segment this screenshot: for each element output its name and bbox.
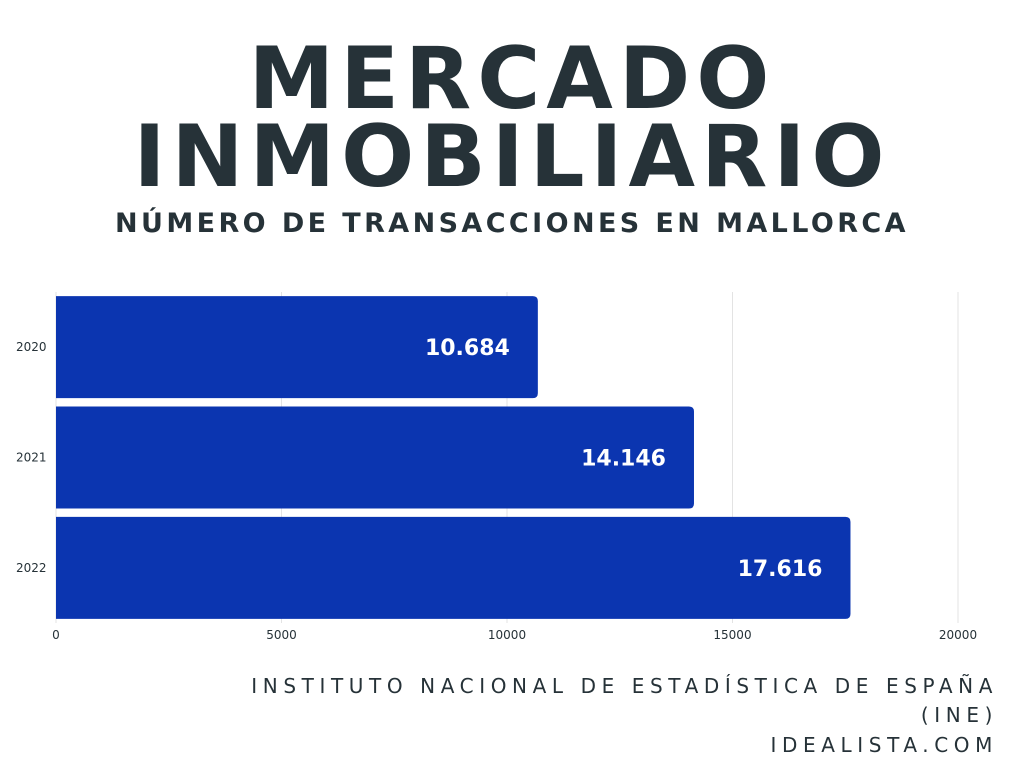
bar-value-label: 14.146 [581, 447, 666, 472]
y-tick-label: 2021 [16, 451, 47, 465]
y-tick-label: 2022 [16, 561, 47, 575]
title-line-2: INMOBILIARIO [133, 107, 891, 207]
x-tick-label: 20000 [939, 628, 977, 642]
x-tick-label: 5000 [266, 628, 297, 642]
title-line-1: MERCADO [248, 29, 776, 129]
x-tick-label: 0 [52, 628, 60, 642]
source-link[interactable]: IDEALISTA.COM [770, 733, 998, 757]
bar-value-label: 17.616 [738, 557, 823, 582]
bar [56, 406, 694, 509]
x-tick-label: 15000 [713, 628, 751, 642]
bar-value-label: 10.684 [425, 336, 510, 361]
x-tick-label: 10000 [488, 628, 526, 642]
source-line-1: INSTITUTO NACIONAL DE ESTADÍSTICA DE ESP… [251, 674, 998, 698]
bars [56, 296, 851, 619]
y-tick-label: 2020 [16, 340, 47, 354]
subtitle: NÚMERO DE TRANSACCIONES EN MALLORCA [115, 208, 909, 239]
source-line-2: (INE) [920, 703, 998, 727]
bar [56, 296, 538, 399]
bar [56, 516, 851, 619]
bar-chart: 0 5000 10000 15000 20000 2020 10.684 2021 14.146… [16, 292, 977, 642]
labels: 0 5000 10000 15000 20000 2020 10.684 2021 14.146… [16, 336, 977, 642]
